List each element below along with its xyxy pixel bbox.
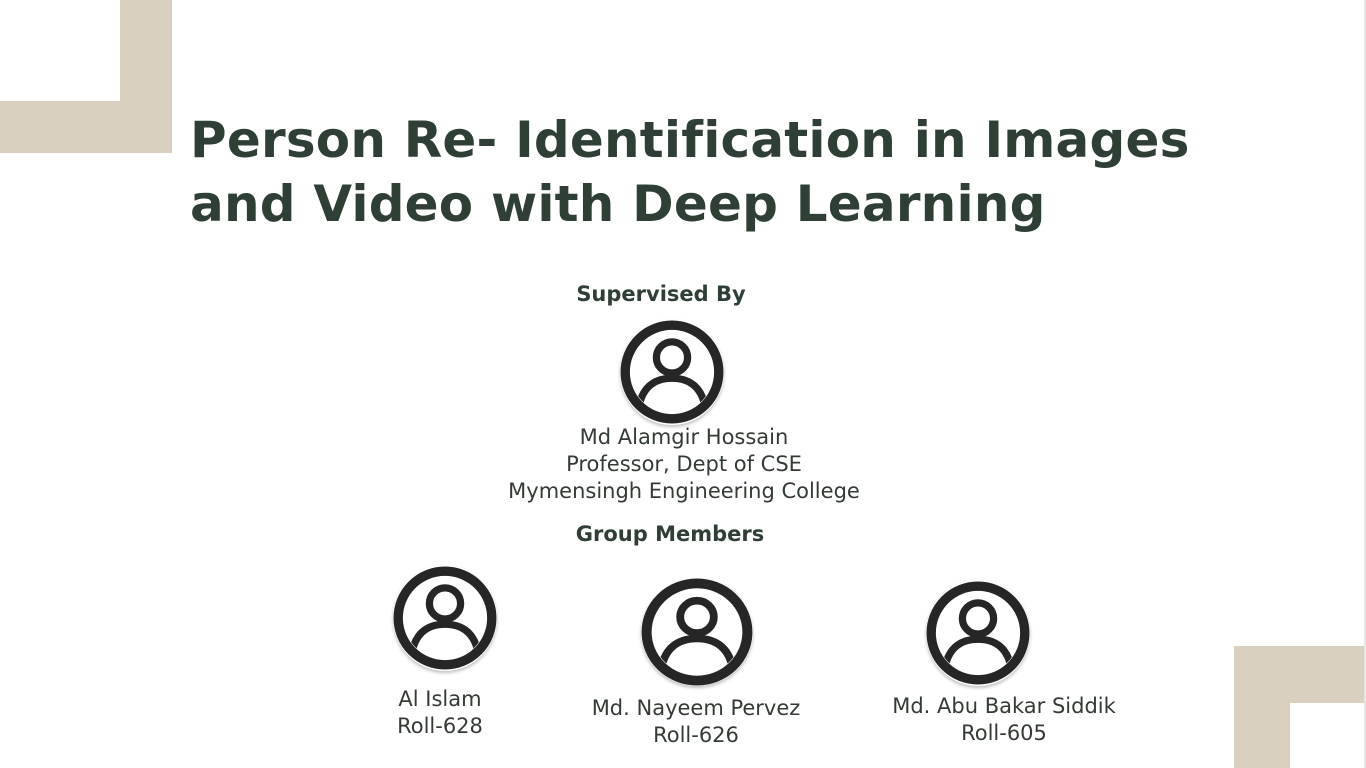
member-info: Md. Nayeem Pervez Roll-626 <box>546 695 846 749</box>
member-roll: Roll-628 <box>397 714 483 738</box>
member-roll: Roll-605 <box>961 721 1047 745</box>
supervisor-institution: Mymensingh Engineering College <box>508 479 860 503</box>
user-circle-icon <box>393 566 497 670</box>
member-name: Md. Nayeem Pervez <box>591 696 801 720</box>
slide-title: Person Re- Identification in Images and … <box>190 108 1290 236</box>
corner-decoration-bottom-right-horizontal <box>1234 646 1366 703</box>
slide-edge <box>1364 0 1366 768</box>
supervisor-name: Md Alamgir Hossain <box>579 425 789 449</box>
member-avatar-user-circle-icon <box>926 580 1030 686</box>
member-avatar-user-circle-icon <box>641 578 753 686</box>
member-avatar-user-circle-icon <box>393 565 497 671</box>
group-members-label: Group Members <box>575 522 765 546</box>
supervisor-info: Md Alamgir Hossain Professor, Dept of CS… <box>434 424 934 505</box>
title-line-2: and Video with Deep Learning <box>190 175 1046 233</box>
user-circle-icon <box>641 578 753 686</box>
title-line-1: Person Re- Identification in Images <box>190 111 1190 169</box>
supervised-by-label: Supervised By <box>576 282 746 306</box>
supervisor-designation: Professor, Dept of CSE <box>566 452 802 476</box>
member-info: Md. Abu Bakar Siddik Roll-605 <box>854 693 1154 747</box>
member-name: Al Islam <box>398 687 482 711</box>
user-circle-icon <box>620 320 724 424</box>
member-name: Md. Abu Bakar Siddik <box>892 694 1116 718</box>
supervisor-avatar-user-circle-icon <box>620 319 724 425</box>
corner-decoration-top-left-horizontal <box>0 101 172 153</box>
member-roll: Roll-626 <box>653 723 739 747</box>
member-info: Al Islam Roll-628 <box>340 686 540 740</box>
user-circle-icon <box>926 581 1030 685</box>
